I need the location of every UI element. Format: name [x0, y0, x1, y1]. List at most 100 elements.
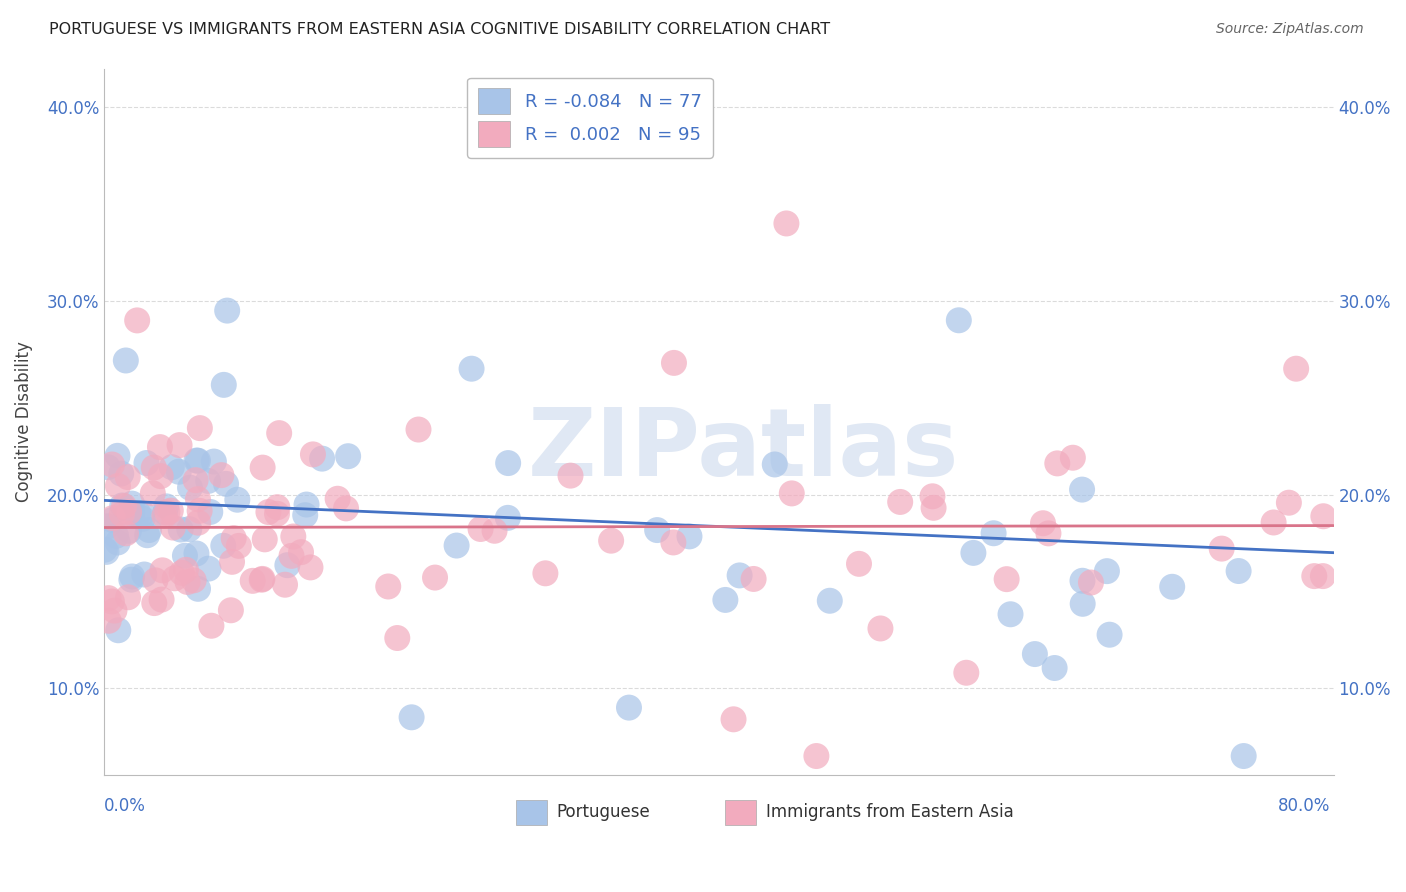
Point — [311, 451, 333, 466]
Point — [174, 549, 197, 563]
Point — [662, 535, 685, 549]
Text: 0.0%: 0.0% — [104, 797, 146, 814]
Point — [534, 566, 557, 581]
Point — [136, 528, 159, 542]
Point — [160, 460, 183, 475]
Point — [118, 505, 141, 519]
Point — [197, 474, 219, 488]
Point — [170, 523, 193, 537]
Point — [131, 507, 153, 521]
Point — [142, 460, 165, 475]
Point — [266, 500, 288, 515]
Point — [103, 604, 125, 618]
Point — [848, 557, 870, 571]
Point — [1032, 516, 1054, 531]
Point — [118, 524, 141, 538]
Point — [1071, 597, 1094, 611]
Point — [114, 353, 136, 368]
Point — [222, 531, 245, 545]
Point — [187, 516, 209, 530]
Point — [484, 524, 506, 538]
Point — [1233, 749, 1256, 764]
Point — [120, 573, 142, 587]
Point — [560, 468, 582, 483]
Point — [97, 519, 120, 533]
Point — [142, 486, 165, 500]
Point — [107, 624, 129, 638]
Point — [299, 560, 322, 574]
Point — [107, 535, 129, 549]
Point — [101, 594, 124, 608]
Point — [112, 499, 135, 513]
Point — [169, 438, 191, 452]
Point — [1303, 569, 1326, 583]
Point — [131, 512, 153, 526]
Point — [121, 506, 143, 520]
Point — [107, 449, 129, 463]
Point — [1024, 647, 1046, 661]
Point — [250, 573, 273, 587]
Point — [110, 467, 132, 481]
Point — [188, 421, 211, 435]
Point — [1095, 564, 1118, 578]
Point — [183, 574, 205, 588]
Point — [111, 499, 134, 513]
Point — [96, 545, 118, 559]
Point — [152, 563, 174, 577]
Point — [387, 631, 409, 645]
Point — [187, 582, 209, 596]
Point — [97, 591, 120, 606]
Point — [714, 593, 737, 607]
Point — [134, 567, 156, 582]
Point — [962, 546, 984, 560]
Point — [179, 522, 201, 536]
Point — [1211, 541, 1233, 556]
Point — [780, 486, 803, 500]
Point — [111, 507, 134, 521]
Point — [678, 529, 700, 543]
Point — [1227, 564, 1250, 578]
Point — [200, 619, 222, 633]
Point — [995, 572, 1018, 586]
Point — [186, 547, 208, 561]
Point — [377, 579, 399, 593]
Point — [117, 470, 139, 484]
Point — [138, 523, 160, 537]
Point — [170, 566, 193, 580]
Point — [600, 533, 623, 548]
Point — [470, 522, 492, 536]
Point — [153, 506, 176, 520]
Point — [1071, 574, 1094, 588]
Point — [775, 217, 797, 231]
Point — [1071, 483, 1094, 497]
Point — [97, 460, 120, 475]
Point — [496, 456, 519, 470]
Point — [105, 529, 128, 543]
Point — [257, 505, 280, 519]
Text: ZIPatlas: ZIPatlas — [527, 404, 959, 496]
Point — [723, 712, 745, 726]
Point — [121, 569, 143, 583]
Point — [728, 568, 751, 582]
Point — [1062, 450, 1084, 465]
Point — [97, 614, 120, 628]
Point — [921, 489, 943, 503]
Point — [187, 492, 209, 507]
Point — [645, 523, 668, 537]
Point — [153, 508, 176, 523]
Point — [276, 558, 298, 573]
Point — [326, 491, 349, 506]
Point — [209, 468, 232, 483]
Point — [135, 456, 157, 470]
Point — [253, 533, 276, 547]
Point — [295, 498, 318, 512]
Point — [1285, 361, 1308, 376]
Point — [983, 526, 1005, 541]
Point — [200, 505, 222, 519]
Point — [1312, 569, 1334, 583]
Point — [460, 361, 482, 376]
Point — [763, 458, 786, 472]
Point — [215, 476, 238, 491]
Point — [806, 749, 828, 764]
Point — [252, 460, 274, 475]
